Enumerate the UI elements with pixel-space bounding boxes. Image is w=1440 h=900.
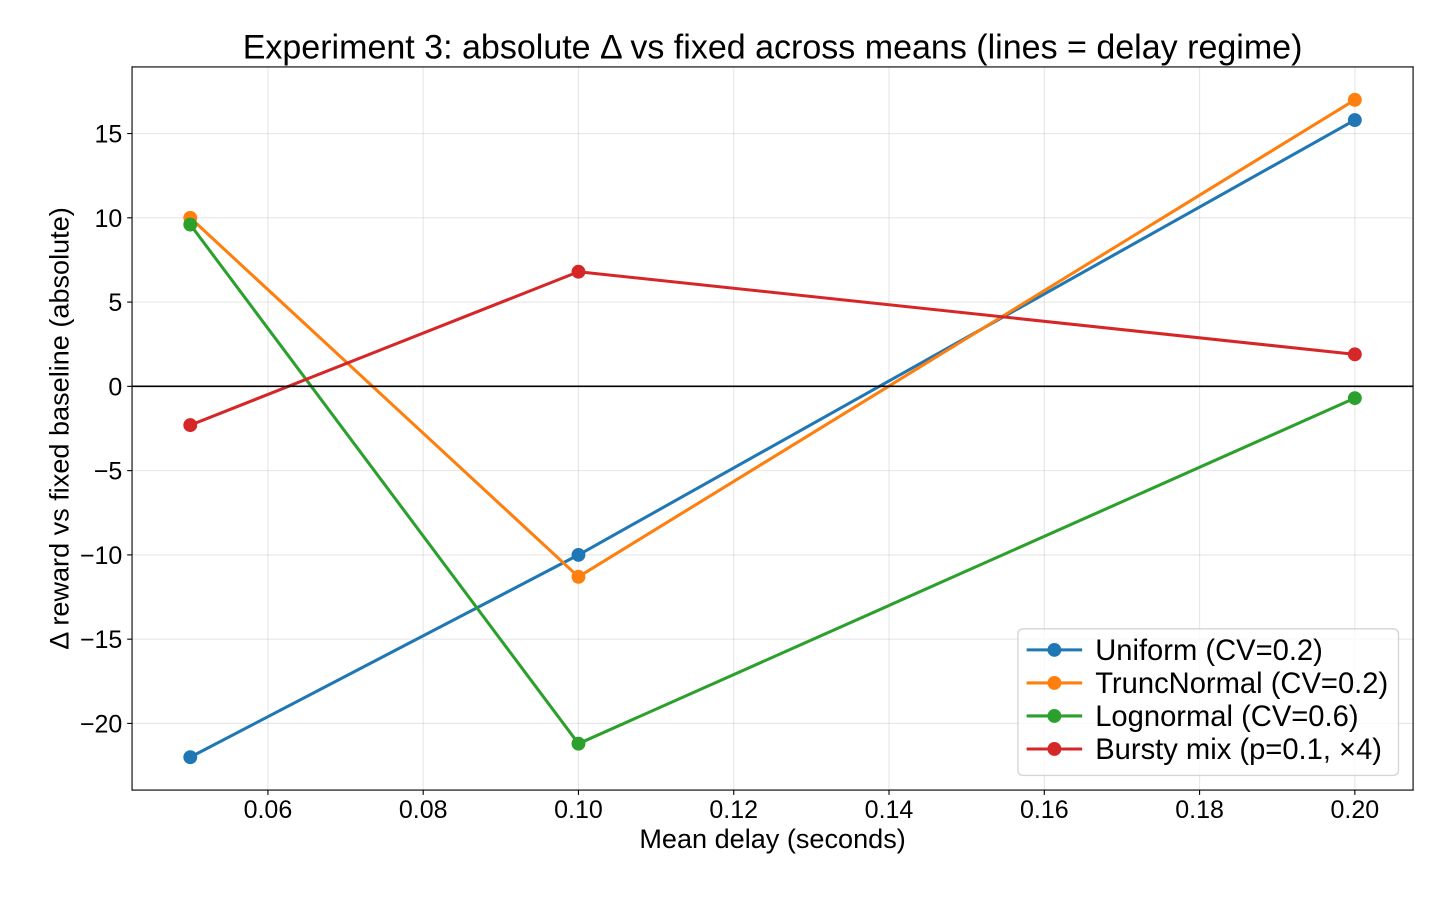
svg-text:Experiment 3: absolute Δ vs fi: Experiment 3: absolute Δ vs fixed across… — [243, 29, 1303, 67]
svg-text:−10: −10 — [80, 542, 122, 570]
svg-text:0.08: 0.08 — [399, 796, 448, 824]
svg-text:0.12: 0.12 — [709, 796, 758, 824]
svg-text:0.18: 0.18 — [1175, 796, 1224, 824]
svg-text:0.06: 0.06 — [244, 796, 293, 824]
svg-text:Lognormal (CV=0.6): Lognormal (CV=0.6) — [1095, 701, 1358, 733]
svg-text:0: 0 — [108, 373, 122, 401]
svg-text:−5: −5 — [94, 458, 123, 486]
svg-text:−20: −20 — [80, 711, 122, 739]
svg-text:Uniform (CV=0.2): Uniform (CV=0.2) — [1095, 635, 1323, 667]
svg-text:15: 15 — [95, 121, 123, 149]
svg-text:TruncNormal (CV=0.2): TruncNormal (CV=0.2) — [1095, 668, 1388, 700]
svg-text:Mean delay (seconds): Mean delay (seconds) — [639, 823, 905, 854]
svg-text:0.10: 0.10 — [554, 796, 603, 824]
svg-text:5: 5 — [108, 289, 122, 317]
svg-text:Bursty mix (p=0.1, ×4): Bursty mix (p=0.1, ×4) — [1095, 734, 1382, 766]
svg-text:0.16: 0.16 — [1020, 796, 1069, 824]
svg-text:Δ reward vs fixed baseline (ab: Δ reward vs fixed baseline (absolute) — [44, 207, 75, 650]
svg-text:0.20: 0.20 — [1331, 796, 1380, 824]
svg-text:10: 10 — [95, 205, 123, 233]
svg-text:−15: −15 — [80, 626, 122, 654]
svg-text:0.14: 0.14 — [865, 796, 914, 824]
